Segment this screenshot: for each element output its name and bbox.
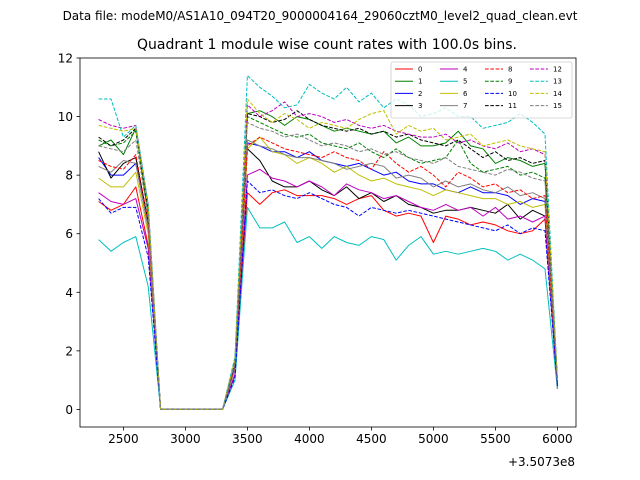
plot-area: [98, 75, 558, 410]
legend-label-0: 0: [418, 66, 422, 74]
legend-label-2: 2: [418, 90, 422, 98]
legend-label-15: 15: [553, 102, 562, 110]
legend-label-5: 5: [463, 78, 467, 86]
x-tick-label: 3500: [232, 432, 263, 446]
legend-label-11: 11: [508, 102, 517, 110]
y-tick-label: 8: [65, 169, 73, 183]
x-tick-label: 5000: [418, 432, 449, 446]
axes-frame: [79, 57, 577, 428]
legend-label-9: 9: [508, 78, 512, 86]
y-tick-label: 6: [65, 227, 73, 241]
y-tick-label: 2: [65, 344, 73, 358]
legend-box: [390, 61, 573, 119]
legend-label-3: 3: [418, 102, 422, 110]
legend-label-4: 4: [463, 66, 468, 74]
chart-title: Quadrant 1 module wise count rates with …: [137, 37, 517, 53]
legend-label-12: 12: [553, 66, 562, 74]
series-line-12: [98, 101, 558, 410]
x-tick-label: 4500: [356, 432, 387, 446]
legend-label-8: 8: [508, 66, 512, 74]
figure-suptitle: Data file: modeM0/AS1A10_094T20_90000041…: [63, 9, 578, 23]
series-lines: [98, 75, 558, 410]
y-tick-label: 0: [65, 403, 73, 417]
x-tick-label: 3000: [170, 432, 201, 446]
x-tick-label: 4000: [294, 432, 325, 446]
legend-label-13: 13: [553, 78, 562, 86]
legend-label-6: 6: [463, 90, 468, 98]
series-line-10: [98, 180, 558, 410]
series-line-8: [98, 136, 558, 410]
x-axis-offset-label: +3.5073e8: [508, 455, 575, 469]
legend-label-10: 10: [508, 90, 517, 98]
y-tick-label: 4: [65, 286, 73, 300]
legend-label-7: 7: [463, 102, 467, 110]
x-tick-label: 5500: [480, 432, 511, 446]
legend-label-1: 1: [418, 78, 422, 86]
legend-label-14: 14: [553, 90, 562, 98]
x-tick-label: 6000: [542, 432, 573, 446]
x-tick-label: 2500: [108, 432, 139, 446]
series-line-15: [98, 121, 558, 410]
y-tick-label: 10: [58, 110, 73, 124]
series-line-14: [98, 98, 558, 410]
axes: 2500 3000 3500 4000 4500 5000 5500 600002468101…: [58, 52, 577, 446]
y-tick-label: 12: [58, 52, 73, 66]
